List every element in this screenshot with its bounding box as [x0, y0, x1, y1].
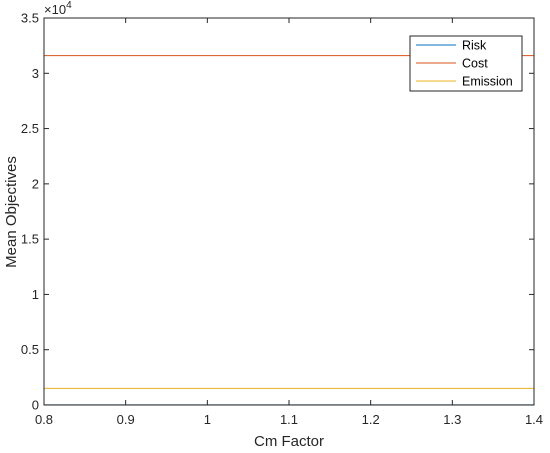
y-axis-label: Mean Objectives — [3, 156, 20, 268]
y-multiplier: ×104 — [44, 0, 72, 17]
x-axis: 0.8 0.9 1 1.1 1.2 1.3 1.4 — [35, 18, 543, 427]
x-tick-label: 0.8 — [35, 412, 53, 427]
y-tick-label: 1 — [32, 287, 39, 302]
y-multiplier-exponent: 4 — [66, 0, 72, 11]
y-axis: 0 0.5 1 1.5 2 2.5 3 3.5 — [21, 11, 534, 413]
y-tick-label: 1.5 — [21, 232, 39, 247]
legend-label-cost: Cost — [462, 57, 488, 71]
y-tick-label: 0 — [32, 398, 39, 413]
legend-label-risk: Risk — [462, 39, 487, 53]
x-tick-label: 1.4 — [525, 412, 543, 427]
x-tick-label: 1.2 — [362, 412, 380, 427]
x-tick-label: 1.1 — [280, 412, 298, 427]
y-multiplier-base: ×10 — [44, 2, 66, 17]
y-tick-label: 0.5 — [21, 342, 39, 357]
x-axis-label: Cm Factor — [254, 433, 324, 450]
y-tick-label: 2 — [32, 176, 39, 191]
y-tick-label: 3 — [32, 66, 39, 81]
legend: Risk Cost Emission — [409, 35, 523, 92]
x-tick-label: 0.9 — [117, 412, 135, 427]
legend-label-emission: Emission — [462, 75, 513, 89]
y-tick-label: 2.5 — [21, 121, 39, 136]
x-tick-label: 1 — [204, 412, 211, 427]
y-tick-label: 3.5 — [21, 11, 39, 26]
x-tick-label: 1.3 — [443, 412, 461, 427]
